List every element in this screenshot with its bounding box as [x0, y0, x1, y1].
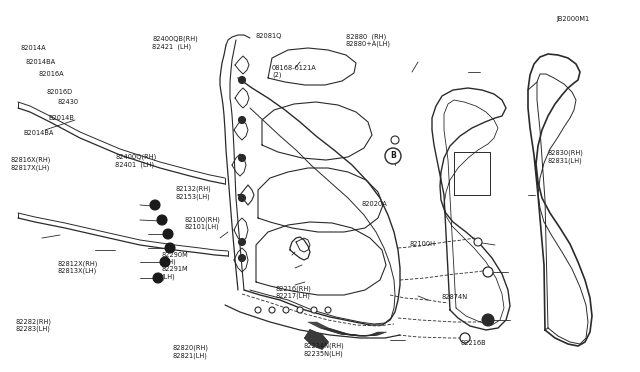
Text: 82100(RH)
82101(LH): 82100(RH) 82101(LH) — [184, 216, 220, 230]
Text: B2014BA: B2014BA — [23, 130, 53, 136]
Text: 82290M
(RH)
82291M
(LH): 82290M (RH) 82291M (LH) — [161, 252, 188, 280]
Circle shape — [297, 307, 303, 313]
Text: B: B — [390, 151, 396, 160]
Circle shape — [460, 333, 470, 343]
Circle shape — [160, 257, 170, 267]
Text: 82880  (RH)
82880+A(LH): 82880 (RH) 82880+A(LH) — [346, 33, 390, 47]
Circle shape — [165, 243, 175, 253]
Circle shape — [163, 229, 173, 239]
Text: 82132(RH)
82153(LH): 82132(RH) 82153(LH) — [176, 186, 212, 200]
Text: 82020A: 82020A — [362, 201, 387, 207]
Text: 82282(RH)
82283(LH): 82282(RH) 82283(LH) — [16, 318, 52, 333]
Circle shape — [311, 307, 317, 313]
Circle shape — [239, 116, 246, 124]
Text: 82216B: 82216B — [461, 340, 486, 346]
Circle shape — [153, 273, 163, 283]
Text: B2014B: B2014B — [48, 115, 74, 121]
Text: 82816X(RH)
82817X(LH): 82816X(RH) 82817X(LH) — [10, 157, 51, 171]
Text: 82830(RH)
82831(LH): 82830(RH) 82831(LH) — [548, 150, 584, 164]
Text: 82234N(RH)
82235N(LH): 82234N(RH) 82235N(LH) — [304, 343, 345, 357]
Circle shape — [283, 307, 289, 313]
Text: 82216(RH)
82217(LH): 82216(RH) 82217(LH) — [275, 285, 311, 299]
Text: 82100H: 82100H — [410, 241, 436, 247]
Circle shape — [482, 314, 494, 326]
Circle shape — [157, 215, 167, 225]
Circle shape — [325, 307, 331, 313]
Circle shape — [150, 200, 160, 210]
Circle shape — [239, 154, 246, 161]
Text: 82081Q: 82081Q — [256, 33, 282, 39]
Text: 82016D: 82016D — [46, 89, 72, 95]
Polygon shape — [305, 330, 328, 349]
Text: 82820(RH)
82821(LH): 82820(RH) 82821(LH) — [173, 344, 209, 359]
Circle shape — [239, 77, 246, 83]
Text: 08168-6121A
(2): 08168-6121A (2) — [272, 65, 317, 78]
Circle shape — [239, 254, 246, 262]
Circle shape — [483, 267, 493, 277]
Circle shape — [255, 307, 261, 313]
Circle shape — [269, 307, 275, 313]
Circle shape — [385, 148, 401, 164]
Text: 82430: 82430 — [58, 99, 79, 105]
Text: 82014BA: 82014BA — [26, 60, 56, 65]
Circle shape — [474, 238, 482, 246]
Text: 82014A: 82014A — [20, 45, 46, 51]
Circle shape — [239, 195, 246, 202]
Text: 82400QB(RH)
82421  (LH): 82400QB(RH) 82421 (LH) — [152, 36, 198, 50]
Circle shape — [391, 136, 399, 144]
Text: 82016A: 82016A — [38, 71, 64, 77]
Text: 82400Q(RH)
82401  (LH): 82400Q(RH) 82401 (LH) — [115, 154, 156, 168]
Text: 82874N: 82874N — [442, 294, 468, 300]
Text: JB2000M1: JB2000M1 — [557, 16, 590, 22]
Text: 82812X(RH)
82813X(LH): 82812X(RH) 82813X(LH) — [58, 260, 98, 274]
Circle shape — [239, 238, 246, 246]
